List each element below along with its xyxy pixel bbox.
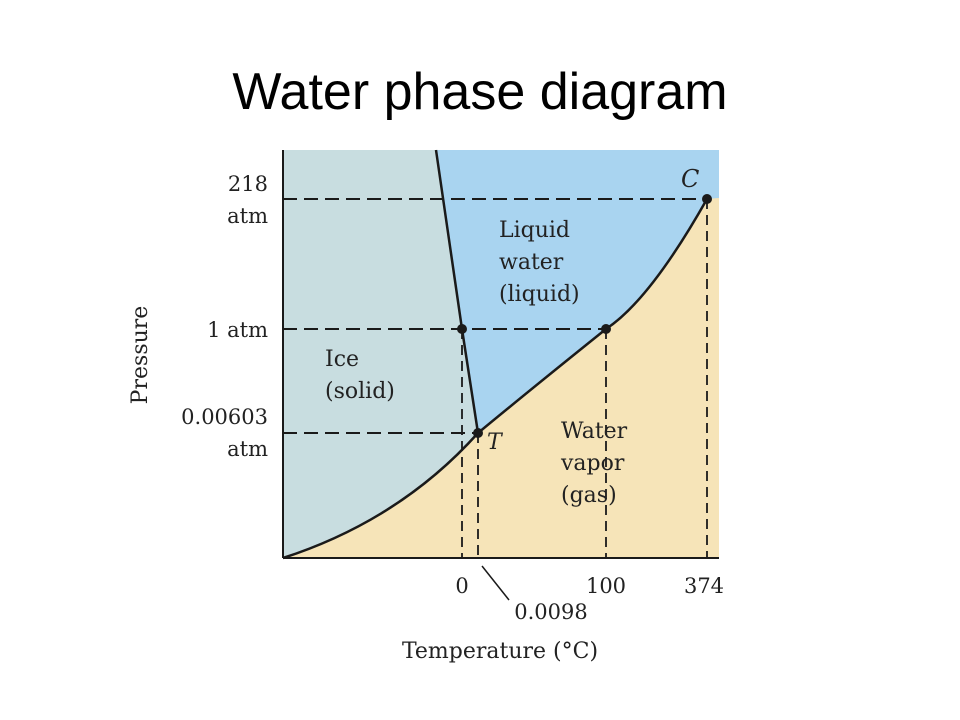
- critical-point: [702, 194, 712, 204]
- liquid-label-line1: Liquid: [499, 218, 570, 243]
- y-axis-label: Pressure: [128, 306, 153, 405]
- triple-temp-leader-line: [481, 565, 510, 601]
- x-tick-100: 100: [586, 574, 626, 598]
- gas-label-line3: (gas): [561, 483, 617, 508]
- y-tick-218-line1: 218: [228, 172, 268, 196]
- solid-label-line1: Ice: [325, 347, 359, 372]
- liquid-label-line3: (liquid): [499, 282, 580, 307]
- gas-region: [283, 198, 719, 558]
- triple-point-label: T: [487, 430, 504, 455]
- critical-point-label: C: [681, 165, 699, 193]
- gas-label-line1: Water: [561, 419, 628, 444]
- gas-label-line2: vapor: [560, 451, 625, 476]
- liquid-label-line2: water: [499, 250, 564, 275]
- sublimation-curve: [282, 432, 479, 560]
- normal-boiling-point: [601, 324, 611, 334]
- x-tick-374: 374: [684, 574, 724, 598]
- liquid-region: [436, 150, 719, 433]
- y-tick-0.00603-line2: atm: [227, 437, 268, 461]
- slide-title: Water phase diagram: [232, 63, 728, 121]
- solid-label-line2: (solid): [325, 379, 395, 404]
- x-tick-0: 0: [455, 574, 468, 598]
- y-tick-0.00603-line1: 0.00603: [181, 405, 268, 429]
- y-tick-1atm: 1 atm: [207, 318, 268, 342]
- y-tick-218-line2: atm: [227, 204, 268, 228]
- triple-point: [473, 428, 483, 438]
- x-axis-label: Temperature (°C): [402, 639, 598, 664]
- x-tick-0.0098: 0.0098: [514, 600, 587, 624]
- normal-melting-point: [457, 324, 467, 334]
